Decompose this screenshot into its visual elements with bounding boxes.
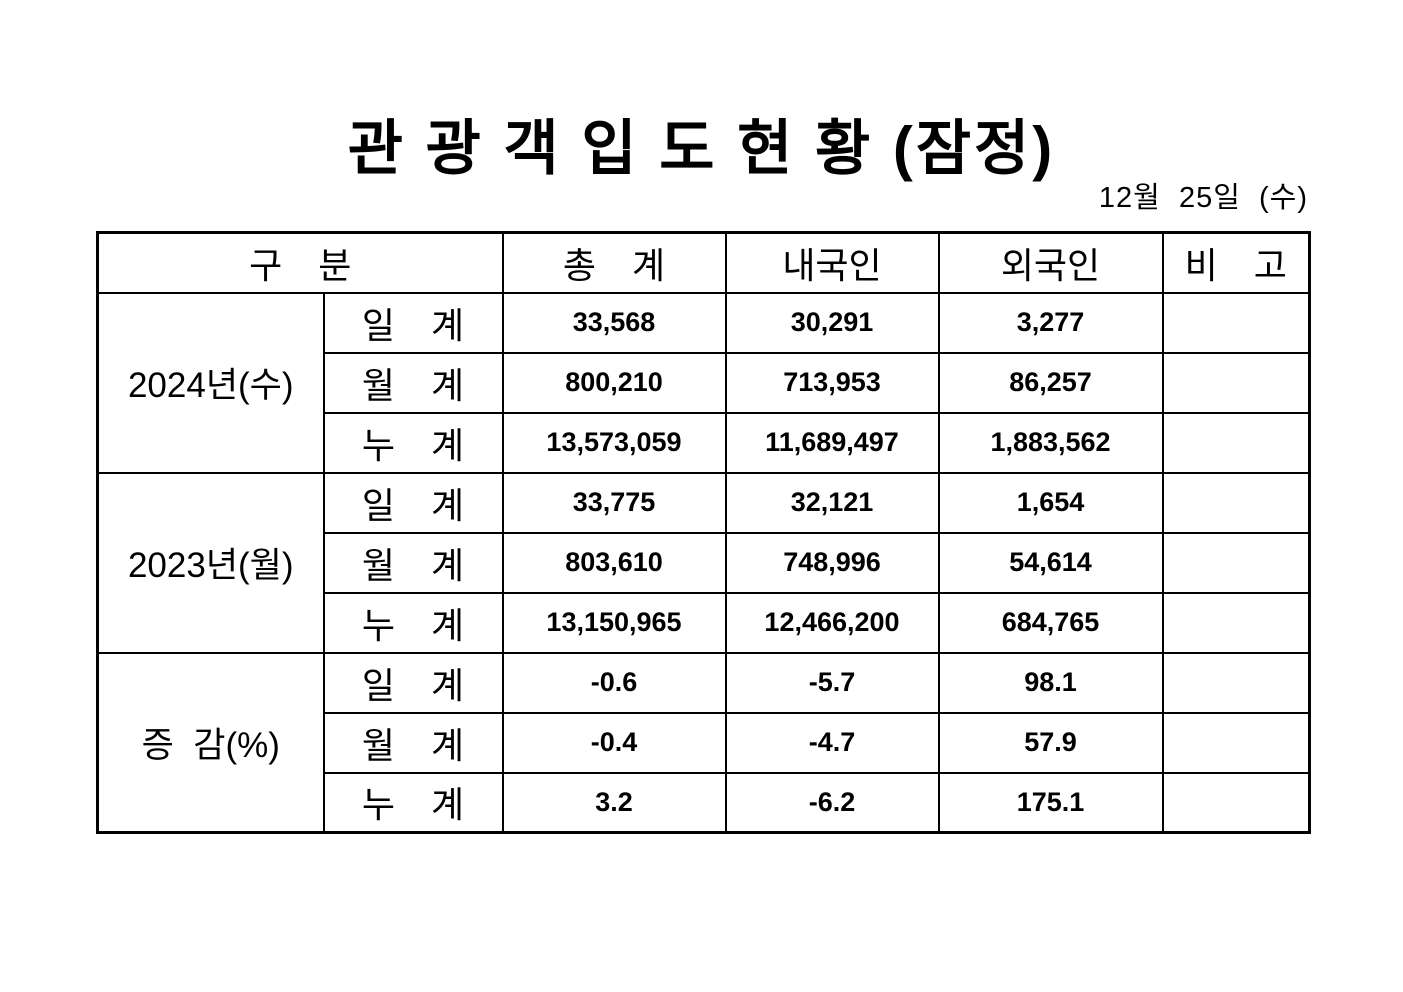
- note-cell: [1161, 711, 1311, 774]
- value-domestic: 748,996: [724, 531, 940, 594]
- value-total: 13,573,059: [501, 411, 727, 474]
- value-domestic: 30,291: [724, 291, 940, 354]
- table-row: 월 계 803,610 748,996 54,614: [98, 531, 1311, 594]
- row-label-cumulative: 누 계: [322, 591, 504, 654]
- table-row: 누 계 3.2 -6.2 175.1: [98, 771, 1311, 834]
- table-row: 누 계 13,150,965 12,466,200 684,765: [98, 591, 1311, 654]
- table-row: 2023년(월) 일 계 33,775 32,121 1,654: [96, 471, 1311, 654]
- group-label-2024: 2024년(수): [96, 291, 325, 474]
- value-foreign: 3,277: [937, 291, 1164, 354]
- row-label-monthly: 월 계: [322, 711, 504, 774]
- document-title: 관 광 객 입 도 현 황 (잠정): [347, 115, 1056, 182]
- value-domestic: 12,466,200: [724, 591, 940, 654]
- value-total: 3.2: [501, 771, 727, 834]
- group-label-change: 증 감(%): [96, 651, 325, 834]
- header-gubun: 구 분: [96, 231, 504, 294]
- table-row: 증 감(%) 일 계 -0.6 -5.7 98.1: [96, 651, 1311, 834]
- value-domestic: -6.2: [724, 771, 940, 834]
- note-cell: [1161, 531, 1311, 594]
- header-total: 총 계: [501, 231, 727, 294]
- table-header-row: 구 분 총 계 내국인 외국인 비 고: [96, 231, 1311, 294]
- row-label-cumulative: 누 계: [322, 411, 504, 474]
- value-foreign: 98.1: [937, 651, 1164, 714]
- table-row: 월 계 800,210 713,953 86,257: [98, 351, 1311, 414]
- row-label-daily: 일 계: [322, 471, 504, 534]
- note-cell: [1161, 411, 1311, 474]
- value-domestic: -4.7: [724, 711, 940, 774]
- table-row: 월 계 -0.4 -4.7 57.9: [98, 711, 1311, 774]
- value-foreign: 54,614: [937, 531, 1164, 594]
- table-row: 누 계 13,573,059 11,689,497 1,883,562: [98, 411, 1311, 474]
- value-foreign: 57.9: [937, 711, 1164, 774]
- value-total: 13,150,965: [501, 591, 727, 654]
- value-total: 803,610: [501, 531, 727, 594]
- value-total: 33,568: [501, 291, 727, 354]
- value-total: 33,775: [501, 471, 727, 534]
- value-foreign: 175.1: [937, 771, 1164, 834]
- row-label-monthly: 월 계: [322, 531, 504, 594]
- row-label-daily: 일 계: [322, 291, 504, 354]
- table-row: 2024년(수) 일 계 33,568 30,291 3,277: [96, 291, 1311, 474]
- note-cell: [1161, 771, 1311, 834]
- value-domestic: -5.7: [724, 651, 940, 714]
- row-label-cumulative: 누 계: [322, 771, 504, 834]
- value-total: -0.4: [501, 711, 727, 774]
- tourist-arrivals-table: 구 분 총 계 내국인 외국인 비 고 2024년(수) 일 계 33,568 …: [96, 231, 1311, 834]
- note-cell: [1161, 471, 1311, 534]
- header-domestic: 내국인: [724, 231, 940, 294]
- value-domestic: 32,121: [724, 471, 940, 534]
- value-foreign: 684,765: [937, 591, 1164, 654]
- value-total: -0.6: [501, 651, 727, 714]
- note-cell: [1161, 291, 1311, 354]
- header-note: 비 고: [1161, 231, 1311, 294]
- row-label-monthly: 월 계: [322, 351, 504, 414]
- row-label-daily: 일 계: [322, 651, 504, 714]
- report-date: 12월 25일 (수): [1098, 182, 1308, 214]
- note-cell: [1161, 651, 1311, 714]
- value-total: 800,210: [501, 351, 727, 414]
- group-label-2023: 2023년(월): [96, 471, 325, 654]
- value-foreign: 86,257: [937, 351, 1164, 414]
- value-domestic: 11,689,497: [724, 411, 940, 474]
- note-cell: [1161, 591, 1311, 654]
- value-foreign: 1,654: [937, 471, 1164, 534]
- value-domestic: 713,953: [724, 351, 940, 414]
- header-foreign: 외국인: [937, 231, 1164, 294]
- note-cell: [1161, 351, 1311, 414]
- value-foreign: 1,883,562: [937, 411, 1164, 474]
